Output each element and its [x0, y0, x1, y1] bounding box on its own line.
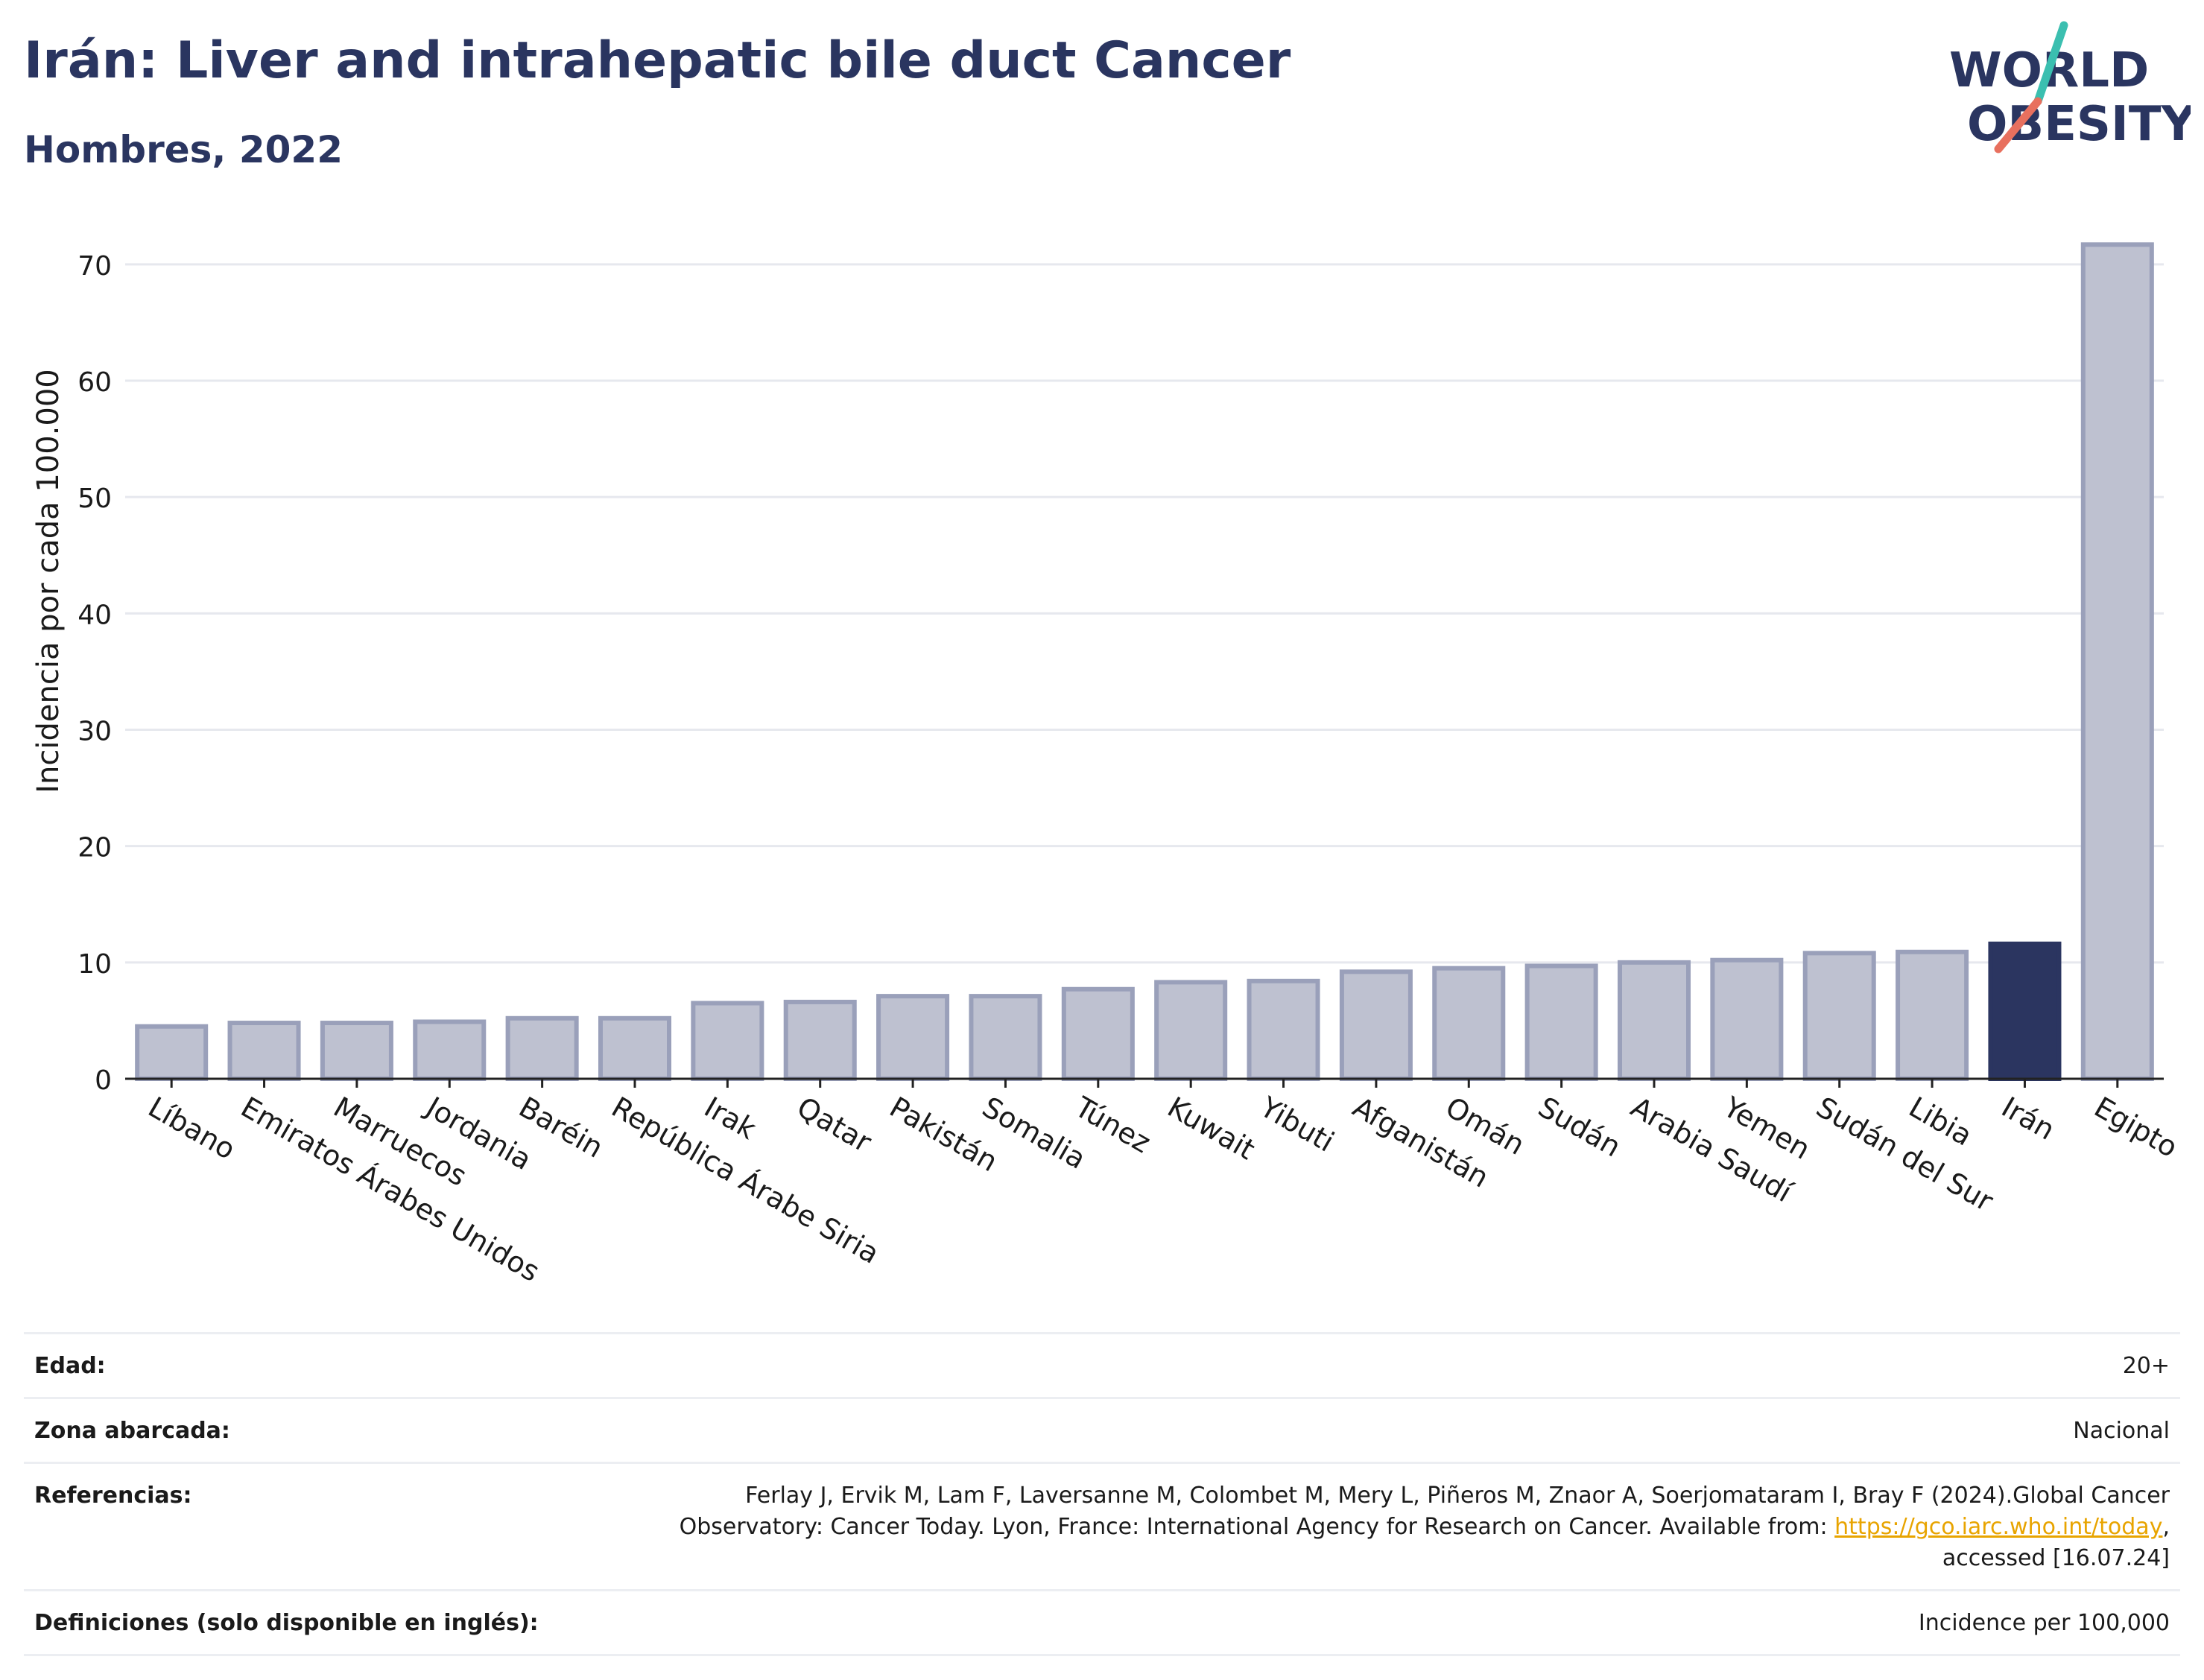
bar: [1432, 966, 1506, 1081]
definitions-label: Definiciones (solo disponible en inglés)…: [34, 1610, 539, 1636]
bar: [1154, 980, 1228, 1081]
y-axis-label: Incidencia por cada 100.000: [31, 369, 66, 793]
definitions-value: Incidence per 100,000: [1918, 1610, 2170, 1636]
y-tick-label: 10: [77, 949, 112, 980]
references-line-3: accessed [16.07.24]: [1942, 1545, 2170, 1571]
x-tick-label: Kuwait: [1162, 1091, 1261, 1167]
bar: [691, 1001, 764, 1082]
references-line-2: Observatory: Cancer Today. Lyon, France:…: [679, 1514, 1835, 1540]
bar: [227, 1021, 301, 1082]
y-tick-label: 70: [77, 251, 112, 282]
references-line-2-end: ,: [2162, 1514, 2170, 1540]
x-tick-label: Qatar: [791, 1091, 877, 1159]
info-row-definitions: Definiciones (solo disponible en inglés)…: [24, 1589, 2180, 1656]
x-tick-label: Sudán: [1533, 1091, 1627, 1164]
bar: [2080, 242, 2154, 1081]
x-tick-label: Yibuti: [1254, 1090, 1340, 1158]
age-label: Edad:: [34, 1353, 106, 1379]
bar: [1802, 951, 1876, 1081]
area-value: Nacional: [2073, 1418, 2170, 1444]
bar: [598, 1015, 672, 1082]
bar: [135, 1024, 209, 1082]
bar: [505, 1015, 579, 1082]
bar: [969, 994, 1042, 1081]
chart-subtitle: Hombres, 2022: [24, 128, 343, 171]
info-row-references: Referencias: Ferlay J, Ervik M, Lam F, L…: [24, 1462, 2180, 1589]
y-tick-label: 30: [77, 717, 112, 747]
info-row-area: Zona abarcada: Nacional: [24, 1397, 2180, 1462]
logo-slash-coral: [1994, 97, 2042, 153]
area-label: Zona abarcada:: [34, 1418, 230, 1444]
info-row-age: Edad: 20+: [24, 1332, 2180, 1397]
bar: [1988, 941, 2062, 1082]
logo-slash-teal: [2033, 21, 2068, 106]
x-tick-label: Líbano: [143, 1091, 241, 1166]
chart-title: Irán: Liver and intrahepatic bile duct C…: [24, 31, 1291, 90]
bar: [1061, 986, 1135, 1081]
x-tick-label: Egipto: [2089, 1091, 2183, 1164]
bar: [1339, 969, 1413, 1081]
grid-lines: [125, 263, 2164, 964]
bar: [1710, 957, 1784, 1081]
y-tick-label: 50: [77, 484, 112, 514]
references-label: Referencias:: [34, 1483, 192, 1509]
references-line-1: Ferlay J, Ervik M, Lam F, Laversanne M, …: [745, 1483, 2170, 1509]
bar: [413, 1019, 487, 1082]
world-obesity-logo: WORLD OBESITY: [1949, 21, 2191, 153]
bar: [876, 994, 950, 1081]
bar: [320, 1021, 393, 1082]
y-tick-label: 40: [77, 600, 112, 630]
y-tick-label: 20: [77, 833, 112, 863]
x-tick-label: Irán: [1996, 1091, 2060, 1147]
info-table: Edad: 20+ Zona abarcada: Nacional Refere…: [24, 1332, 2180, 1656]
bar: [1247, 978, 1320, 1081]
bar: [1896, 949, 1969, 1081]
x-tick-label: Irak: [699, 1091, 761, 1146]
y-tick-label: 60: [77, 367, 112, 398]
bar: [1524, 963, 1598, 1081]
age-value: 20+: [2122, 1353, 2170, 1379]
y-tick-label: 0: [95, 1065, 112, 1096]
bar: [1617, 960, 1691, 1081]
references-link[interactable]: https://gco.iarc.who.int/today: [1834, 1514, 2163, 1540]
x-tick-label: Sudán del Sur: [1811, 1091, 1998, 1218]
references-value: Ferlay J, Ervik M, Lam F, Laversanne M, …: [680, 1480, 2170, 1574]
bar: [783, 999, 857, 1082]
bars: [135, 242, 2154, 1082]
